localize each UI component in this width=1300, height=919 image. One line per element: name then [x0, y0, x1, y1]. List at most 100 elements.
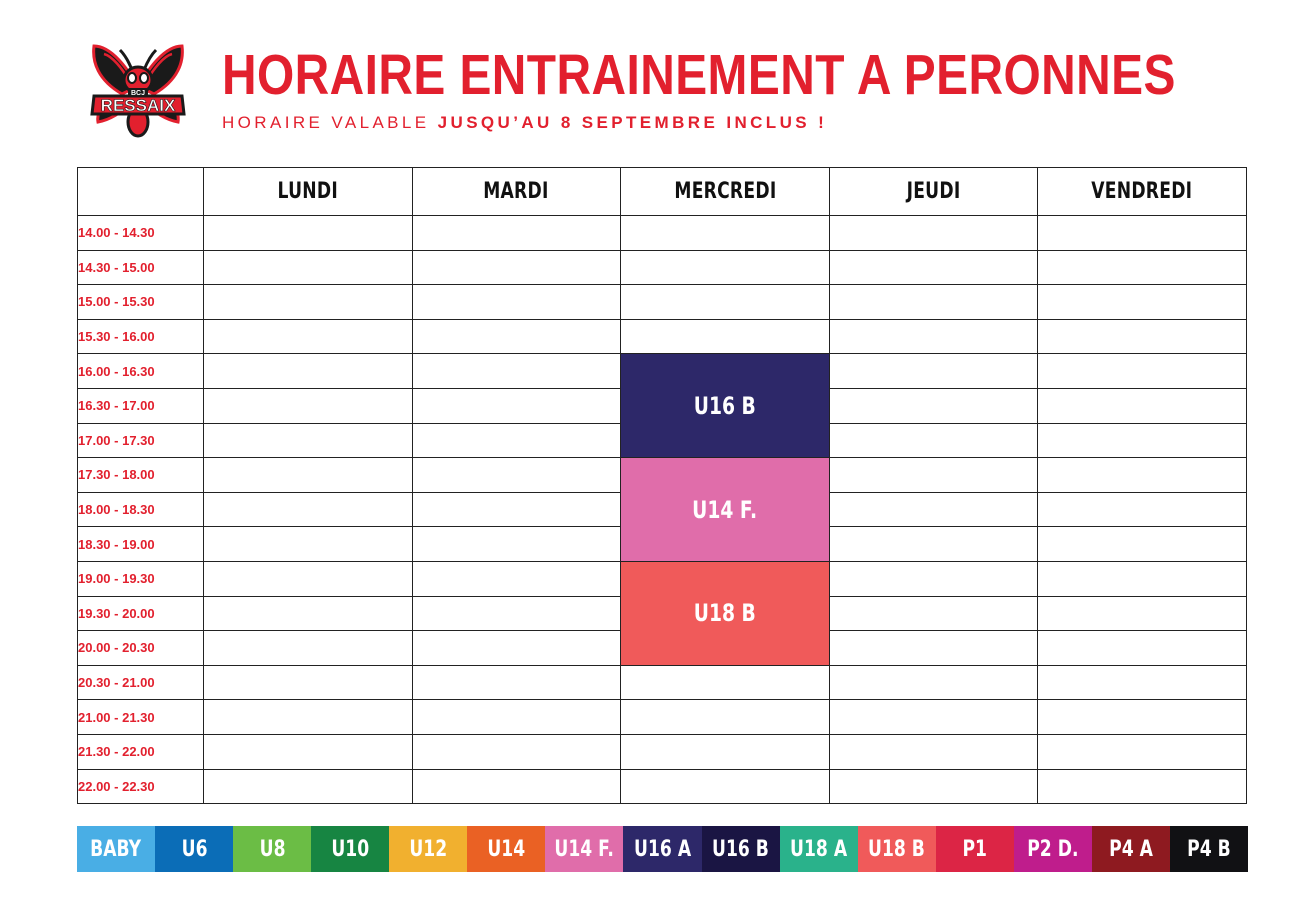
legend-label: P4 B [1187, 836, 1231, 862]
empty-schedule-cell [411, 768, 622, 805]
time-slot-label: 18.00 - 18.30 [77, 491, 204, 528]
legend-label: U14 [487, 836, 526, 862]
time-slot-row: 17.30 - 18.00 U14 F. [77, 457, 1247, 562]
empty-schedule-cell [620, 664, 830, 701]
empty-schedule-cell [620, 284, 830, 320]
time-slot-label: 21.00 - 21.30 [77, 699, 204, 735]
legend-item: U14 [467, 826, 546, 872]
time-slot-label: 17.00 - 17.30 [77, 422, 204, 459]
time-slot-row: 14.30 - 15.00 [77, 249, 1247, 286]
empty-schedule-cell [1037, 422, 1247, 459]
empty-schedule-cell [1037, 249, 1247, 286]
legend-label: U16 A [633, 836, 691, 862]
empty-schedule-cell [203, 560, 413, 597]
empty-schedule-cell [203, 422, 413, 459]
empty-schedule-cell [411, 284, 622, 320]
legend-item: P2 D. [1013, 826, 1092, 872]
empty-schedule-cell [1037, 733, 1247, 770]
day-header: LUNDI [203, 167, 413, 216]
time-slot-row: 20.00 - 20.30 [77, 630, 1247, 666]
empty-schedule-cell [620, 768, 830, 805]
time-slot-label: 15.00 - 15.30 [77, 284, 204, 320]
day-header: MERCREDI [620, 167, 830, 216]
legend-label: U10 [331, 836, 370, 862]
time-slot-label: 19.00 - 19.30 [77, 560, 204, 597]
page-subtitle: HORAIRE VALABLE JUSQU’AU 8 SEPTEMBRE INC… [222, 113, 827, 133]
legend-item: U14 F. [545, 826, 624, 872]
empty-schedule-cell [411, 249, 622, 286]
empty-schedule-cell [411, 733, 622, 770]
time-slot-label: 20.30 - 21.00 [77, 664, 204, 701]
empty-schedule-cell [411, 560, 622, 597]
time-slot-label: 19.30 - 20.00 [77, 595, 204, 632]
subtitle-plain: HORAIRE VALABLE [222, 113, 438, 132]
empty-schedule-cell [1037, 768, 1247, 805]
empty-schedule-cell [203, 353, 413, 389]
time-slot-label: 14.30 - 15.00 [77, 249, 204, 286]
time-slot-row: 15.30 - 16.00 [77, 318, 1247, 355]
empty-schedule-cell [620, 699, 830, 735]
empty-schedule-cell [1037, 560, 1247, 597]
time-slot-label: 18.30 - 19.00 [77, 526, 204, 562]
legend-label: P1 [962, 836, 987, 862]
empty-schedule-cell [828, 284, 1039, 320]
empty-schedule-cell [1037, 630, 1247, 666]
empty-schedule-cell [1037, 491, 1247, 528]
empty-schedule-cell [828, 457, 1039, 493]
empty-schedule-cell [828, 249, 1039, 286]
empty-schedule-cell [203, 249, 413, 286]
empty-schedule-cell [203, 318, 413, 355]
schedule-body: 14.00 - 14.30 14.30 - 15.00 15.00 - 15.30 1… [77, 215, 1247, 805]
empty-schedule-cell [411, 215, 622, 251]
legend-label: BABY [90, 836, 142, 862]
empty-schedule-cell [1037, 664, 1247, 701]
legend-label: U14 F. [554, 836, 615, 862]
empty-schedule-cell [828, 526, 1039, 562]
empty-schedule-cell [828, 491, 1039, 528]
empty-schedule-cell [1037, 457, 1247, 493]
time-slot-row: 19.30 - 20.00 [77, 595, 1247, 632]
empty-schedule-cell [411, 491, 622, 528]
empty-schedule-cell [1037, 353, 1247, 389]
empty-schedule-cell [203, 630, 413, 666]
empty-schedule-cell [828, 595, 1039, 632]
session-team-label: U14 F. [692, 495, 758, 524]
empty-schedule-cell [411, 699, 622, 735]
time-slot-row: 22.00 - 22.30 [77, 768, 1247, 805]
empty-schedule-cell [203, 733, 413, 770]
legend-label: U8 [259, 836, 286, 862]
legend-label: U18 A [790, 836, 848, 862]
empty-schedule-cell [828, 387, 1039, 424]
club-logo: RESSAIX BCJ [88, 40, 188, 138]
legend-item: U8 [233, 826, 312, 872]
empty-schedule-cell [203, 387, 413, 424]
time-slot-row: 21.00 - 21.30 [77, 699, 1247, 735]
legend-item: U18 A [779, 826, 858, 872]
time-slot-label: 15.30 - 16.00 [77, 318, 204, 355]
time-slot-label: 14.00 - 14.30 [77, 215, 204, 251]
legend-item: P4 B [1169, 826, 1248, 872]
empty-schedule-cell [828, 318, 1039, 355]
time-slot-label: 16.00 - 16.30 [77, 353, 204, 389]
time-slot-label: 17.30 - 18.00 [77, 457, 204, 493]
time-slot-row: 18.00 - 18.30 [77, 491, 1247, 528]
empty-schedule-cell [1037, 595, 1247, 632]
empty-schedule-cell [1037, 699, 1247, 735]
legend-item: P1 [935, 826, 1014, 872]
training-session-block: U16 B [620, 353, 830, 459]
legend-label: U16 B [712, 836, 769, 862]
legend-item: U6 [155, 826, 234, 872]
legend-label: P4 A [1108, 836, 1153, 862]
day-header: VENDREDI [1037, 167, 1247, 216]
logo-small-text: BCJ [131, 90, 145, 97]
empty-schedule-cell [828, 733, 1039, 770]
empty-schedule-cell [203, 526, 413, 562]
empty-schedule-cell [203, 664, 413, 701]
empty-schedule-cell [411, 630, 622, 666]
empty-schedule-cell [1037, 215, 1247, 251]
time-slot-label: 20.00 - 20.30 [77, 630, 204, 666]
time-slot-row: 16.00 - 16.30 U16 B [77, 353, 1247, 459]
empty-schedule-cell [828, 422, 1039, 459]
empty-schedule-cell [828, 560, 1039, 597]
empty-schedule-cell [411, 353, 622, 389]
